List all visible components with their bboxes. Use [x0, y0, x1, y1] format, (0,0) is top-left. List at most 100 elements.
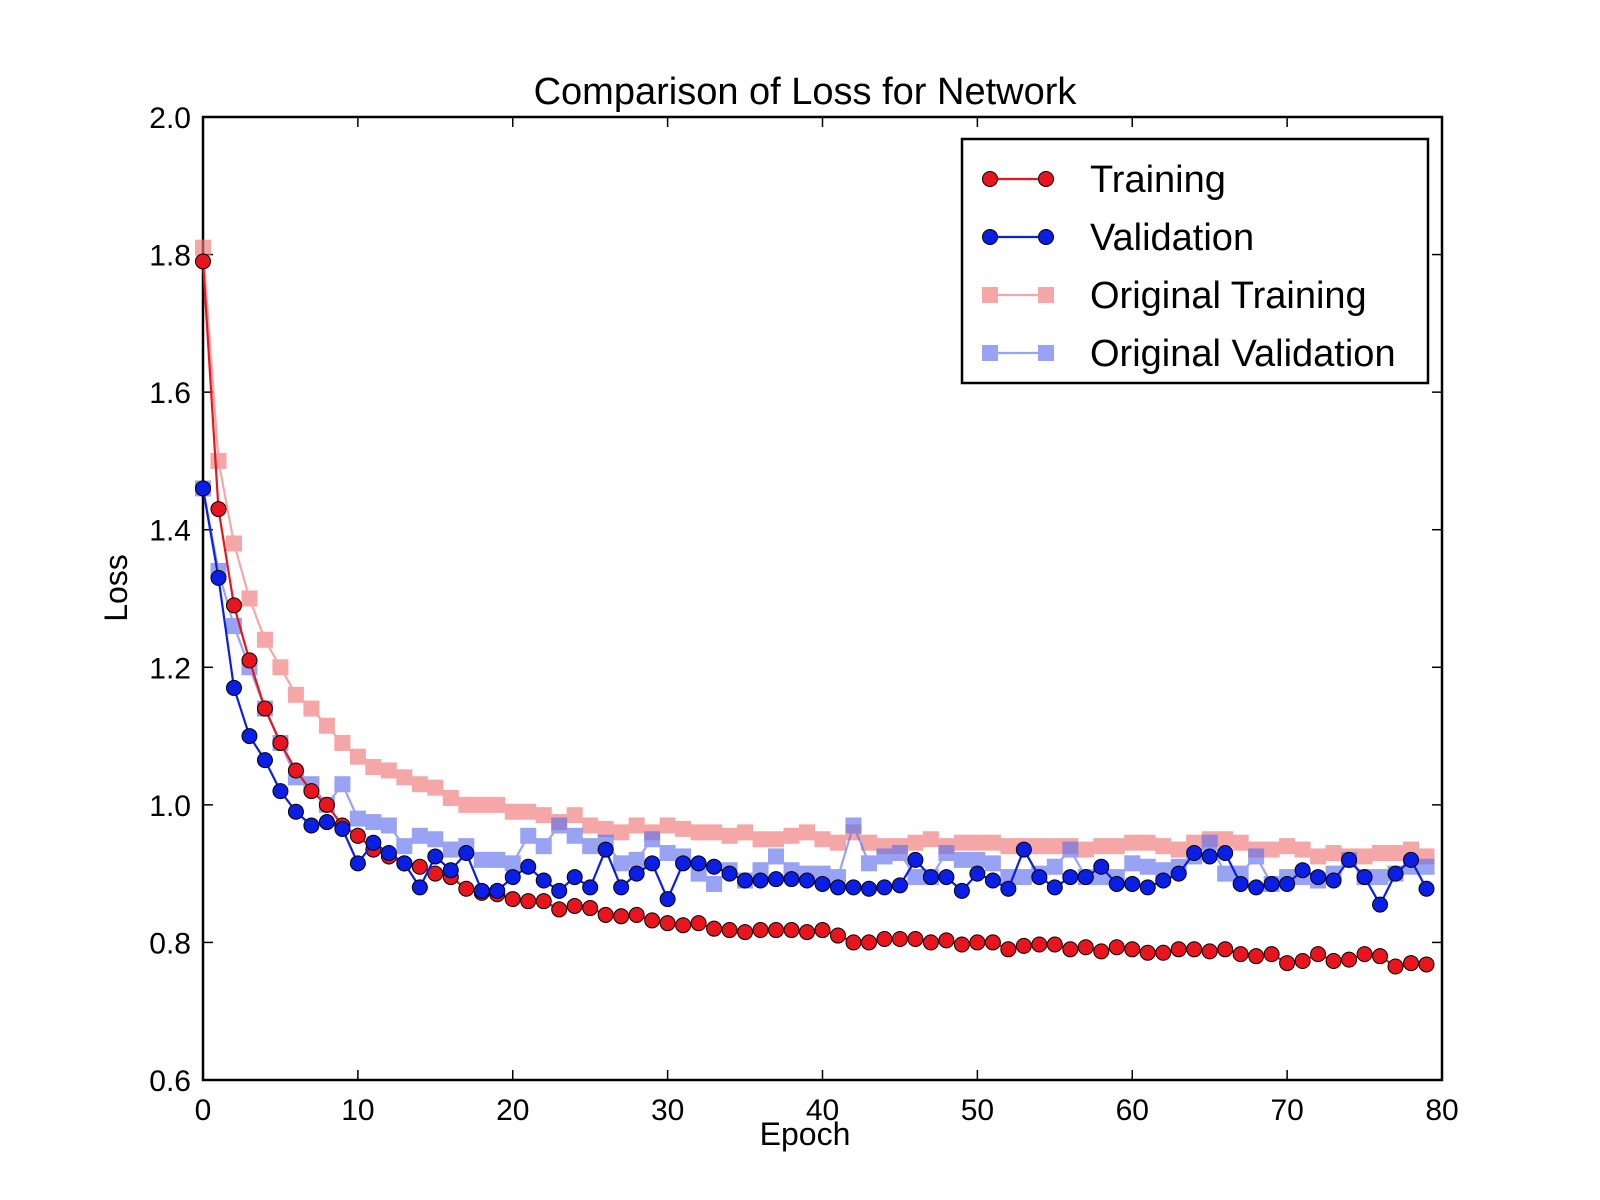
data-point-original-validation: [349, 810, 366, 827]
data-point-validation: [953, 882, 970, 899]
data-point-original-training: [1046, 838, 1063, 855]
data-point-original-training: [195, 239, 211, 256]
data-point-training: [287, 762, 304, 779]
data-point-original-training: [613, 824, 630, 841]
legend-label-validation: Validation: [1090, 217, 1254, 259]
legend-entry-training: Training: [982, 159, 1226, 201]
data-point-training: [1201, 943, 1218, 960]
data-point-original-validation: [582, 838, 599, 855]
data-point-training: [1170, 941, 1187, 958]
data-point-original-training: [1372, 845, 1389, 862]
y-tick-label: 1.2: [149, 652, 191, 685]
data-point-training: [752, 922, 769, 939]
data-point-validation: [272, 783, 289, 800]
data-point-validation: [365, 834, 382, 851]
data-point-validation: [442, 862, 459, 879]
legend-marker-training: [1038, 171, 1054, 187]
data-point-validation: [690, 855, 707, 872]
data-point-validation: [396, 855, 413, 872]
data-point-original-training: [1031, 838, 1048, 855]
data-point-validation: [1403, 851, 1420, 868]
data-point-validation: [768, 871, 785, 888]
data-point-validation: [1124, 875, 1141, 892]
legend-marker-original-validation: [1038, 345, 1054, 361]
y-tick-label: 2.0: [149, 102, 191, 135]
data-point-training: [1325, 953, 1342, 970]
data-point-original-training: [1108, 838, 1125, 855]
data-point-original-validation: [520, 827, 537, 844]
data-point-validation: [628, 865, 645, 882]
data-point-original-training: [1310, 848, 1327, 865]
data-point-training: [768, 922, 785, 939]
data-point-training: [256, 700, 273, 717]
data-point-validation: [659, 891, 676, 908]
data-point-training: [1108, 939, 1125, 956]
x-tick-label: 10: [341, 1094, 374, 1127]
data-point-validation: [613, 879, 630, 896]
data-point-original-validation: [380, 817, 397, 834]
y-tick-label: 1.4: [149, 515, 191, 548]
data-point-original-training: [1077, 841, 1094, 858]
data-point-original-validation: [1015, 869, 1032, 886]
data-point-original-training: [953, 834, 970, 851]
data-point-training: [1093, 943, 1110, 960]
data-point-original-training: [783, 827, 800, 844]
data-point-validation: [799, 872, 816, 889]
data-point-training: [706, 920, 723, 937]
data-point-original-validation: [334, 776, 351, 793]
data-point-original-training: [829, 834, 846, 851]
data-point-training: [535, 893, 552, 910]
data-point-training: [241, 652, 258, 669]
data-point-original-training: [334, 734, 351, 751]
data-point-training: [1372, 948, 1389, 965]
data-point-original-training: [1356, 848, 1373, 865]
data-point-original-validation: [411, 827, 428, 844]
data-point-validation: [597, 841, 614, 858]
data-point-validation: [984, 872, 1001, 889]
x-tick-label: 80: [1425, 1094, 1458, 1127]
data-point-validation: [706, 858, 723, 875]
data-point-training: [520, 893, 537, 910]
x-axis-label: Epoch: [760, 1116, 851, 1152]
data-point-validation: [675, 855, 692, 872]
data-point-training: [845, 934, 862, 951]
data-point-training: [613, 908, 630, 925]
data-point-training: [1310, 946, 1327, 963]
data-point-validation: [1418, 880, 1435, 897]
data-point-validation: [225, 679, 242, 696]
data-point-training: [969, 934, 986, 951]
data-point-training: [938, 932, 955, 949]
data-point-original-training: [303, 700, 320, 717]
data-point-original-training: [1124, 834, 1141, 851]
x-tick-label: 20: [496, 1094, 529, 1127]
y-tick-label: 1.0: [149, 790, 191, 823]
data-point-original-training: [504, 803, 521, 820]
data-point-training: [721, 922, 738, 939]
data-point-training: [1015, 937, 1032, 954]
data-point-validation: [752, 872, 769, 889]
data-point-validation: [334, 820, 351, 837]
data-point-training: [984, 934, 1001, 951]
data-point-original-training: [380, 762, 397, 779]
data-point-original-training: [721, 827, 738, 844]
data-point-original-training: [582, 817, 599, 834]
data-point-validation: [1031, 869, 1048, 886]
data-point-validation: [891, 877, 908, 894]
data-point-original-training: [489, 796, 506, 813]
data-point-validation: [907, 851, 924, 868]
data-point-original-training: [1000, 838, 1017, 855]
data-point-validation: [1217, 845, 1234, 862]
data-point-original-training: [458, 796, 475, 813]
data-point-validation: [1232, 875, 1249, 892]
data-point-original-validation: [1201, 834, 1218, 851]
data-point-original-validation: [1418, 858, 1435, 875]
data-point-original-training: [675, 820, 692, 837]
data-point-training: [1356, 946, 1373, 963]
y-tick-label: 0.6: [149, 1065, 191, 1098]
data-point-validation: [969, 865, 986, 882]
data-point-validation: [520, 858, 537, 875]
series-training: [195, 253, 1435, 975]
data-point-original-training: [752, 831, 769, 848]
data-point-original-training: [690, 824, 707, 841]
data-point-validation: [814, 875, 831, 892]
